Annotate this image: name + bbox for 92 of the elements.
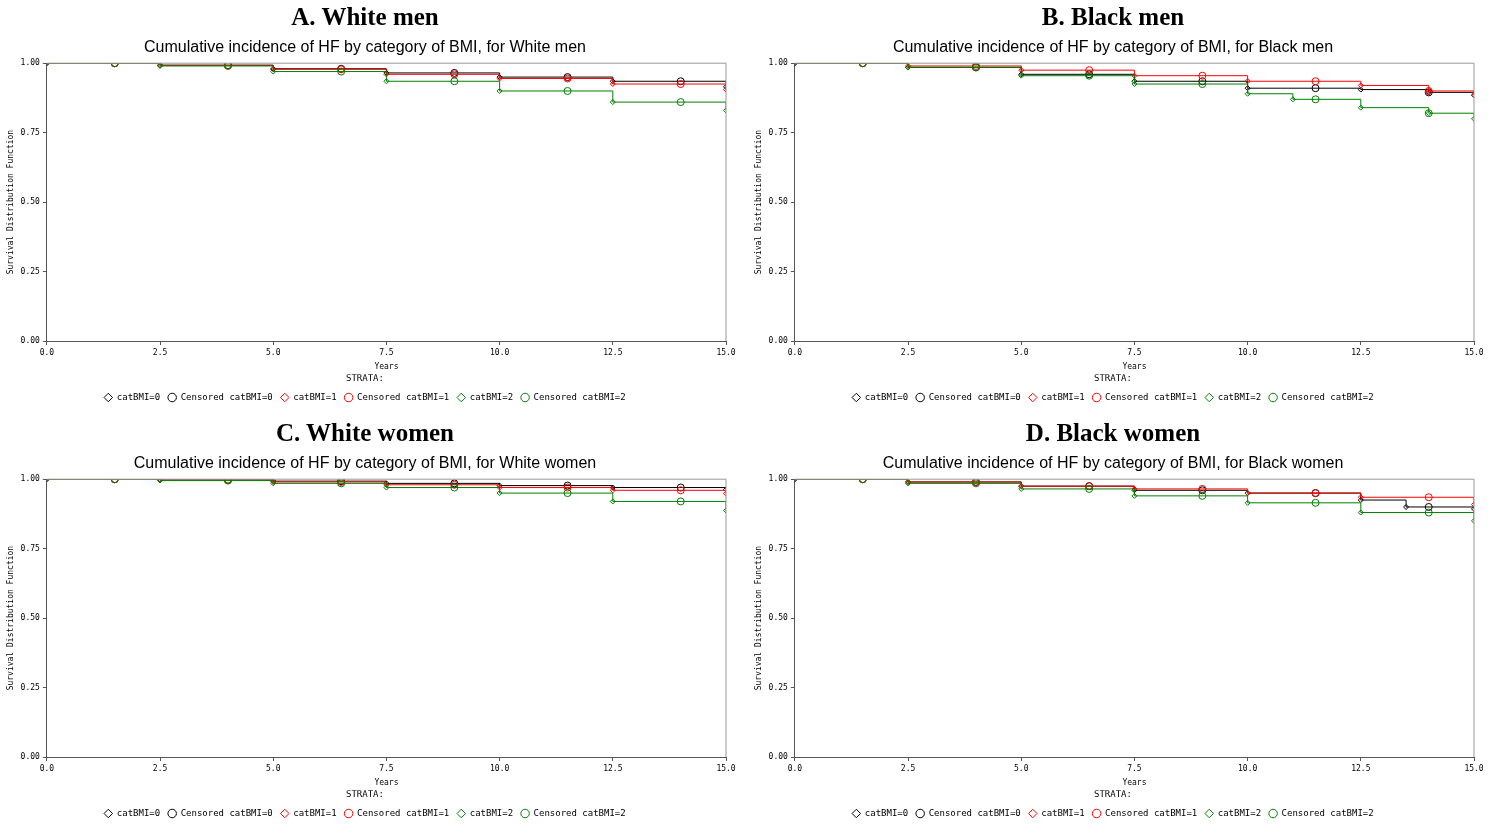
x-tick-label: 0.0 — [39, 347, 55, 357]
legend-label: Censored catBMI=2 — [533, 391, 626, 402]
y-axis-title: Survival Distribution Function — [753, 545, 763, 691]
legend-title: STRATA: — [346, 373, 384, 384]
legend-label: catBMI=2 — [1217, 807, 1262, 818]
x-tick-label: 5.0 — [1014, 347, 1029, 357]
x-tick-label: 7.5 — [1127, 347, 1142, 357]
y-axis-title: Survival Distribution Function — [753, 129, 763, 275]
legend-label: Censored catBMI=0 — [928, 391, 1021, 402]
chart-subtitle: Cumulative incidence of HF by category of BMI, for White men — [144, 38, 586, 56]
x-tick-label: 10.0 — [1237, 763, 1258, 773]
y-tick-label: 0.50 — [768, 197, 789, 207]
legend-label: catBMI=1 — [293, 807, 337, 818]
legend-label: catBMI=0 — [116, 391, 161, 402]
chart-title: A. White men — [291, 3, 439, 31]
legend-title: STRATA: — [1094, 373, 1132, 384]
y-tick-label: 0.50 — [20, 613, 41, 623]
legend-label: Censored catBMI=0 — [180, 391, 273, 402]
legend-label: Censored catBMI=2 — [1281, 391, 1374, 402]
x-tick-label: 2.5 — [900, 763, 916, 773]
legend-label: catBMI=1 — [293, 391, 337, 402]
x-tick-label: 12.5 — [1351, 763, 1371, 773]
legend-label: Censored catBMI=2 — [533, 807, 626, 818]
x-axis-title: Years — [1122, 778, 1147, 788]
x-tick-label: 12.5 — [603, 347, 623, 357]
x-tick-label: 10.0 — [1237, 347, 1258, 357]
y-tick-label: 0.25 — [768, 682, 789, 692]
x-tick-label: 2.5 — [900, 347, 916, 357]
y-tick-label: 0.00 — [768, 752, 789, 762]
x-tick-label: 15.0 — [1464, 763, 1484, 773]
x-tick-label: 5.0 — [1014, 763, 1029, 773]
legend-label: Censored catBMI=1 — [357, 807, 450, 818]
y-tick-label: 0.75 — [20, 127, 41, 137]
x-axis-title: Years — [374, 362, 399, 372]
legend-label: Censored catBMI=1 — [1105, 807, 1198, 818]
y-tick-label: 1.00 — [20, 58, 41, 68]
y-tick-label: 0.50 — [20, 197, 41, 207]
y-tick-label: 0.50 — [768, 613, 789, 623]
y-tick-label: 0.00 — [20, 336, 41, 346]
x-axis-title: Years — [374, 778, 399, 788]
legend-title: STRATA: — [346, 789, 384, 800]
x-tick-label: 10.0 — [489, 763, 510, 773]
legend-label: Censored catBMI=0 — [928, 807, 1021, 818]
legend-label: Censored catBMI=0 — [180, 807, 273, 818]
y-axis-title: Survival Distribution Function — [5, 545, 15, 691]
chart-subtitle: Cumulative incidence of HF by category of BMI, for Black women — [882, 454, 1344, 472]
legend-label: catBMI=0 — [864, 391, 909, 402]
legend-label: catBMI=2 — [469, 391, 514, 402]
x-tick-label: 10.0 — [489, 347, 510, 357]
legend-label: catBMI=0 — [116, 807, 161, 818]
legend-label: Censored catBMI=2 — [1281, 807, 1374, 818]
y-tick-label: 0.75 — [768, 543, 789, 553]
chart-title: D. Black women — [1025, 419, 1201, 447]
x-tick-label: 15.0 — [1464, 347, 1484, 357]
x-tick-label: 0.0 — [787, 763, 803, 773]
y-tick-label: 0.00 — [768, 336, 789, 346]
x-tick-label: 0.0 — [787, 347, 803, 357]
legend-label: catBMI=2 — [1217, 391, 1262, 402]
x-tick-label: 2.5 — [152, 763, 168, 773]
chart-title: B. Black men — [1041, 3, 1185, 31]
x-axis-title: Years — [1122, 362, 1147, 372]
x-tick-label: 7.5 — [1127, 763, 1142, 773]
y-tick-label: 0.25 — [20, 682, 41, 692]
chart-subtitle: Cumulative incidence of HF by category of BMI, for Black men — [892, 38, 1334, 56]
x-tick-label: 12.5 — [1351, 347, 1371, 357]
legend-label: Censored catBMI=1 — [1105, 391, 1198, 402]
x-tick-label: 15.0 — [716, 763, 736, 773]
y-tick-label: 1.00 — [20, 474, 41, 484]
x-tick-label: 7.5 — [379, 763, 394, 773]
y-tick-label: 0.00 — [20, 752, 41, 762]
chart-subtitle: Cumulative incidence of HF by category of BMI, for White women — [133, 454, 597, 472]
y-tick-label: 1.00 — [768, 58, 789, 68]
chart-title: C. White women — [275, 419, 455, 447]
x-tick-label: 7.5 — [379, 347, 394, 357]
y-tick-label: 0.75 — [20, 543, 41, 553]
x-tick-label: 5.0 — [266, 763, 281, 773]
y-tick-label: 0.25 — [20, 266, 41, 276]
y-tick-label: 0.75 — [768, 127, 789, 137]
legend-label: catBMI=1 — [1041, 807, 1085, 818]
legend-title: STRATA: — [1094, 789, 1132, 800]
y-tick-label: 1.00 — [768, 474, 789, 484]
x-tick-label: 12.5 — [603, 763, 623, 773]
y-tick-label: 0.25 — [768, 266, 789, 276]
legend-label: catBMI=0 — [864, 807, 909, 818]
legend-label: catBMI=2 — [469, 807, 514, 818]
legend-label: Censored catBMI=1 — [357, 391, 450, 402]
x-tick-label: 2.5 — [152, 347, 168, 357]
legend-label: catBMI=1 — [1041, 391, 1085, 402]
x-tick-label: 5.0 — [266, 347, 281, 357]
x-tick-label: 0.0 — [39, 763, 55, 773]
x-tick-label: 15.0 — [716, 347, 736, 357]
y-axis-title: Survival Distribution Function — [5, 129, 15, 275]
